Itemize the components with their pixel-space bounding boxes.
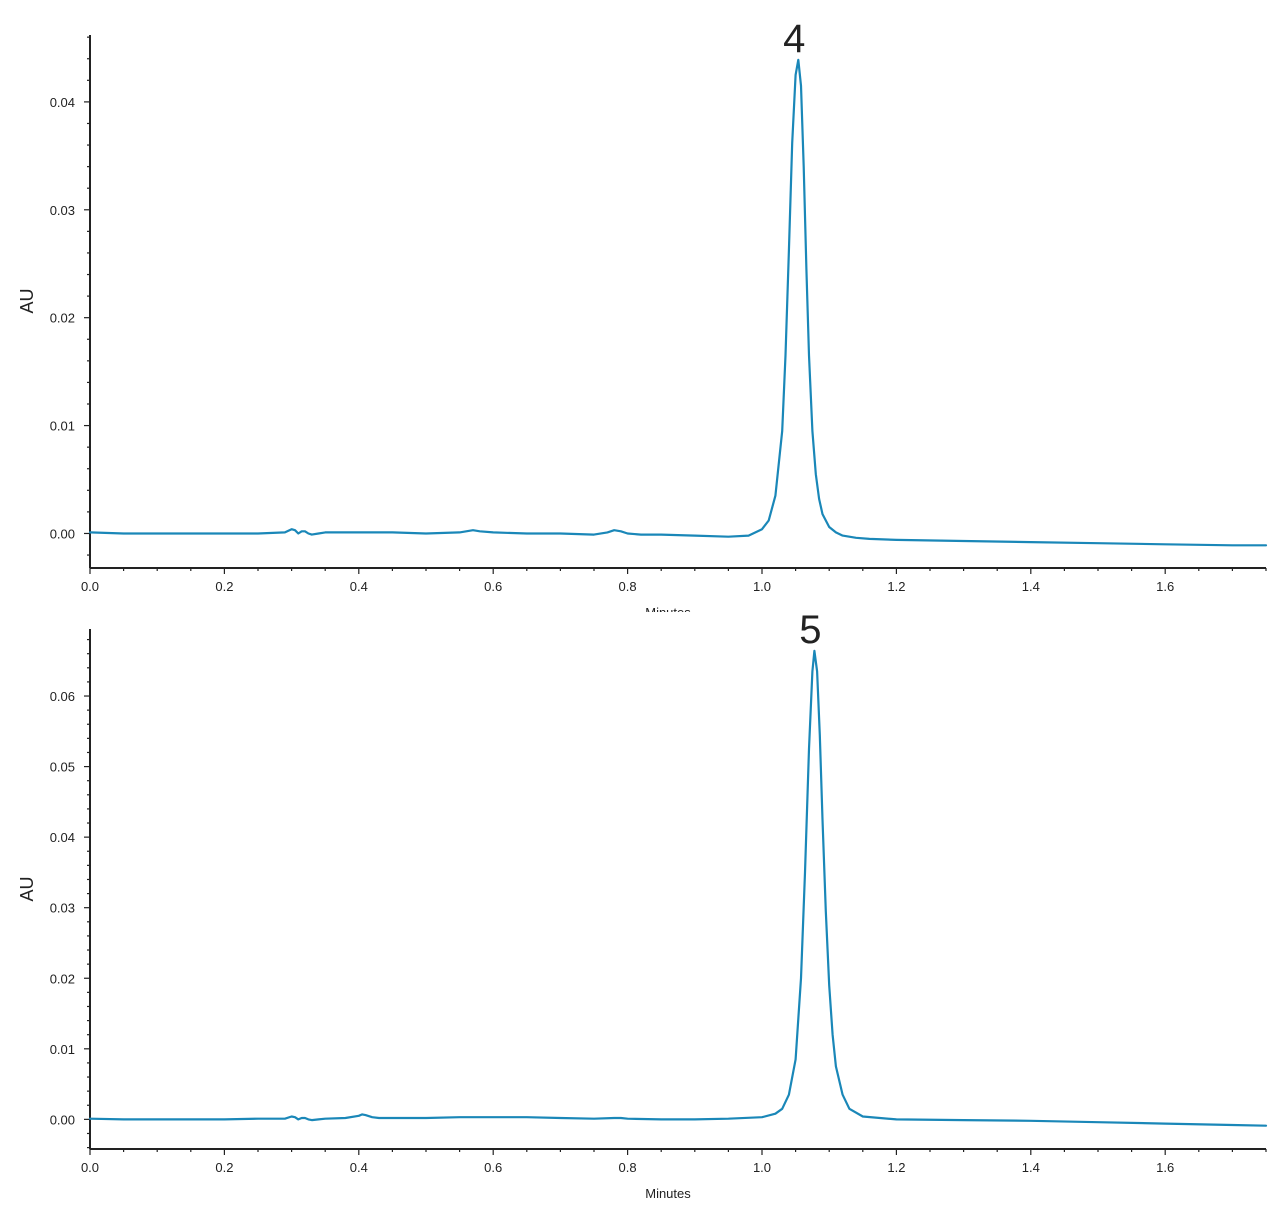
y-tick-label: 0.00 — [50, 526, 75, 541]
x-axis-title: Minutes — [645, 1186, 691, 1201]
x-tick-label: 1.2 — [887, 579, 905, 594]
y-tick-label: 0.04 — [50, 95, 75, 110]
chromatogram-trace — [88, 649, 1268, 1127]
x-tick-label: 0.2 — [215, 579, 233, 594]
chromatogram-trace — [88, 58, 1268, 547]
x-tick-label: 0.0 — [81, 579, 99, 594]
y-tick-label: 0.01 — [50, 1042, 75, 1057]
peak-label: 5 — [799, 612, 821, 652]
x-tick-label: 1.4 — [1022, 1160, 1040, 1175]
x-tick-label: 0.6 — [484, 1160, 502, 1175]
y-tick-label: 0.05 — [50, 760, 75, 775]
y-tick-label: 0.06 — [50, 689, 75, 704]
y-tick-label: 0.04 — [50, 830, 75, 845]
chromatogram-top-plot: 0.0 0.2 0.4 0.6 0.8 1.0 1.2 1.4 1.6 0.00 0.01 0.02 0… — [17, 17, 1268, 612]
x-tick-label: 1.6 — [1156, 1160, 1174, 1175]
y-tick-label: 0.02 — [50, 311, 75, 326]
x-tick-label: 0.8 — [619, 1160, 637, 1175]
x-tick-label: 0.8 — [619, 579, 637, 594]
x-tick-label: 1.4 — [1022, 579, 1040, 594]
chromatogram-bottom: 0.0 0.2 0.4 0.6 0.8 1.0 1.2 1.4 1.6 0.00 0.01 0.02 0… — [0, 612, 1280, 1224]
y-tick-label: 0.03 — [50, 901, 75, 916]
y-tick-label: 0.01 — [50, 419, 75, 434]
y-tick-label: 0.02 — [50, 971, 75, 986]
chromatogram-bottom-plot: 0.0 0.2 0.4 0.6 0.8 1.0 1.2 1.4 1.6 0.00 0.01 0.02 0… — [17, 612, 1268, 1201]
x-axis-title: Minutes — [645, 605, 691, 612]
x-tick-label: 1.6 — [1156, 579, 1174, 594]
x-tick-label: 0.2 — [215, 1160, 233, 1175]
x-tick-label: 0.4 — [350, 1160, 368, 1175]
x-tick-label: 1.0 — [753, 579, 771, 594]
chromatogram-top: 0.0 0.2 0.4 0.6 0.8 1.0 1.2 1.4 1.6 0.00 0.01 0.02 0… — [17, 17, 1268, 612]
x-tick-label: 0.0 — [81, 1160, 99, 1175]
x-tick-label: 0.6 — [484, 579, 502, 594]
x-tick-label: 1.2 — [887, 1160, 905, 1175]
y-axis-title: AU — [17, 288, 37, 313]
y-tick-label: 0.03 — [50, 203, 75, 218]
y-axis-title: AU — [17, 876, 37, 901]
peak-label: 4 — [783, 17, 805, 61]
x-tick-label: 0.4 — [350, 579, 368, 594]
x-tick-label: 1.0 — [753, 1160, 771, 1175]
y-tick-label: 0.00 — [50, 1112, 75, 1127]
